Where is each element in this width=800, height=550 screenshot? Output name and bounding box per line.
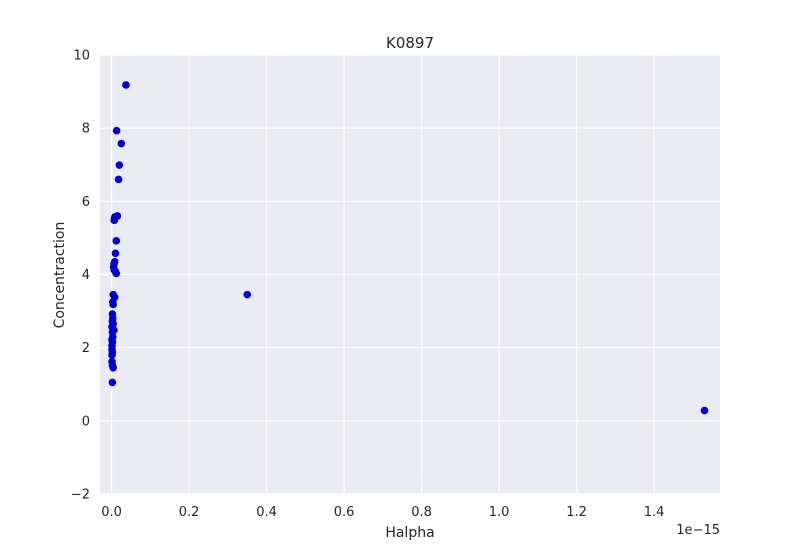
data-point	[117, 139, 126, 148]
data-points	[108, 81, 709, 415]
data-point	[112, 237, 121, 245]
data-point	[243, 290, 252, 299]
y-tick-label: 6	[82, 195, 90, 210]
x-tick-label: 0.2	[179, 505, 200, 520]
y-tick-label: −2	[71, 488, 90, 503]
data-point	[115, 161, 124, 169]
x-tick-label: 1.4	[644, 505, 665, 520]
data-point	[700, 406, 709, 415]
grid-lines	[100, 54, 720, 495]
data-point	[112, 269, 121, 278]
x-tick-label: 0.0	[101, 505, 122, 520]
data-point	[108, 378, 117, 387]
data-point	[109, 363, 117, 372]
data-point	[111, 249, 120, 258]
y-tick-labels: −2 0 2 4 6 8 10	[71, 49, 90, 503]
y-tick-label: 8	[82, 122, 90, 137]
data-point	[112, 126, 121, 135]
x-tick-label: 1.0	[489, 505, 510, 520]
data-point	[114, 175, 123, 184]
x-tick-label: 1.2	[566, 505, 587, 520]
data-point	[110, 216, 119, 225]
y-tick-label: 10	[73, 49, 90, 64]
x-tick-label: 0.8	[411, 505, 432, 520]
x-axis-offset-label: 1e−15	[676, 523, 720, 538]
x-axis-label: Halpha	[385, 525, 434, 541]
data-point	[108, 351, 116, 359]
data-point	[122, 81, 130, 89]
x-tick-label: 0.6	[334, 505, 355, 520]
y-tick-label: 4	[82, 268, 90, 283]
y-axis-label: Concentraction	[52, 222, 68, 329]
data-point	[109, 300, 117, 309]
y-tick-label: 0	[82, 414, 90, 429]
chart-title: K0897	[386, 34, 434, 52]
x-tick-label: 0.4	[256, 505, 277, 520]
y-tick-label: 2	[82, 341, 90, 356]
x-tick-labels: 0.0 0.2 0.4 0.6 0.8 1.0 1.2 1.4	[101, 505, 664, 520]
